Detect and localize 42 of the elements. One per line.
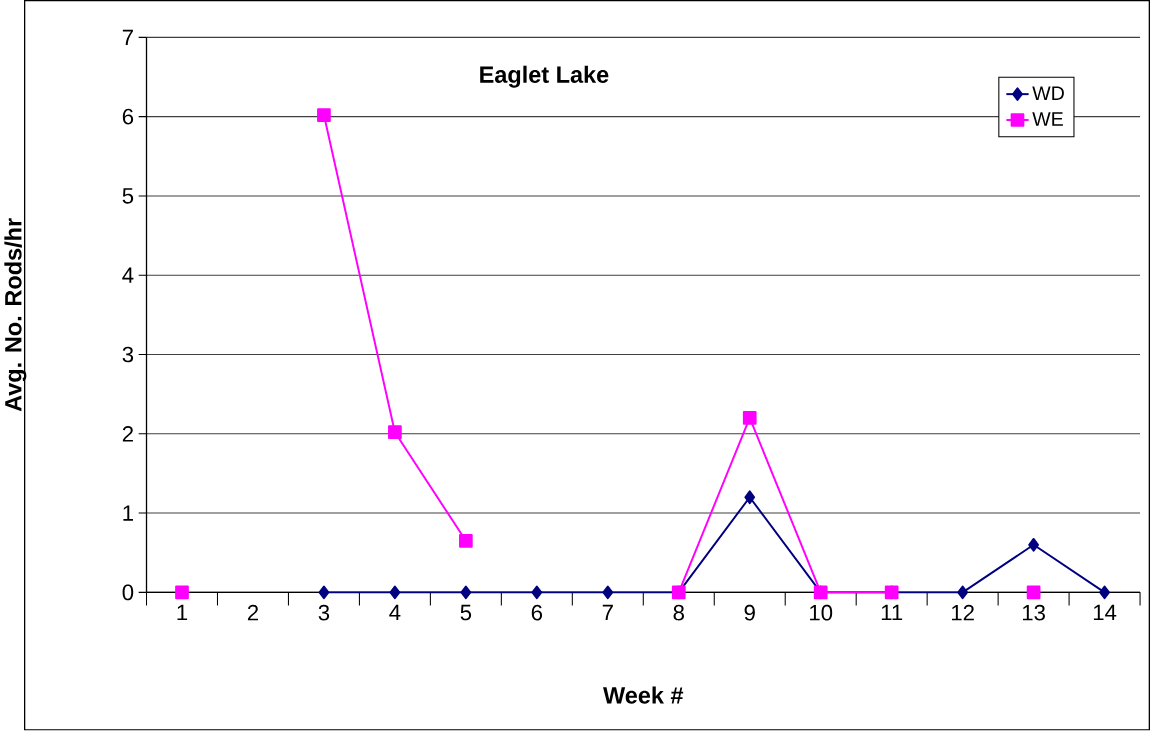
point [1099,585,1110,600]
point [602,585,614,600]
point [459,534,473,548]
legend-label: WD [1032,86,1064,101]
x-tick-label: 8 [673,605,684,621]
x-tick-label: 3 [318,605,330,621]
legend-label: WE [1032,112,1063,126]
point [531,585,543,600]
y-tick-label: 2 [122,426,133,442]
y-tick-label: 6 [122,109,134,125]
point [1026,585,1041,600]
y-axis-title: Avg. No. Rods/hr [4,218,27,412]
point [318,585,330,600]
point [460,585,472,600]
point [317,108,331,123]
y-tick-label: 0 [122,584,134,601]
x-tick-label: 12 [951,605,974,621]
y-tick-label: 5 [122,188,134,204]
x-tick-label: 5 [460,605,472,621]
point [1028,538,1039,552]
point [388,425,402,440]
x-tick-label: 11 [881,605,903,621]
x-tick-label: 9 [744,605,755,621]
point [957,585,969,600]
x-tick-label: 7 [602,605,613,621]
y-tick-label: 3 [122,346,134,363]
point [742,411,757,426]
y-tick-label: 1 [123,505,133,521]
x-axis-title: Week # [603,686,684,704]
y-tick-label: 4 [122,267,134,284]
x-tick-label: 6 [531,605,543,621]
x-tick-label: 4 [389,605,401,621]
x-tick-label: 14 [1093,605,1117,621]
x-tick-label: 2 [247,605,259,621]
point [744,490,756,505]
point [175,585,189,600]
x-tick-label: 10 [810,605,833,621]
y-tick-label: 7 [122,29,133,46]
text: Eaglet Lake [480,65,609,88]
point [389,585,401,600]
x-tick-label: 1 [177,605,188,621]
x-tick-label: 13 [1022,605,1045,621]
